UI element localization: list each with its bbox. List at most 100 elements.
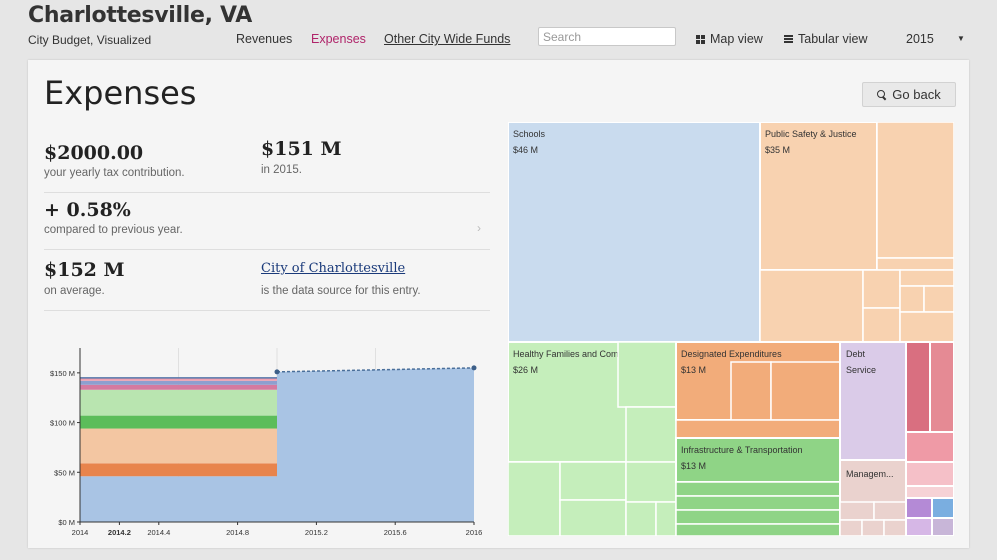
nav-other-city-wide-funds[interactable]: Other City Wide Funds — [384, 32, 511, 46]
treemap-value-designated: $13 M — [681, 365, 706, 375]
data-point[interactable] — [471, 365, 477, 371]
treemap-cell-small[interactable] — [931, 497, 954, 519]
treemap-subcell[interactable] — [899, 269, 954, 287]
average-caption: on average. — [44, 285, 105, 297]
area-series-5[interactable] — [80, 384, 277, 390]
treemap-subcell[interactable] — [675, 495, 841, 511]
treemap-label-management: Managem... — [846, 469, 894, 479]
projection-area[interactable] — [277, 367, 474, 522]
area-series-6[interactable] — [80, 380, 277, 385]
treemap-subcell[interactable] — [617, 341, 677, 408]
data-point[interactable] — [274, 369, 280, 375]
treemap-cell-small[interactable] — [905, 497, 933, 519]
treemap-subcell[interactable] — [899, 285, 925, 313]
treemap-label-designated: Designated Expenditures — [681, 349, 782, 359]
treemap-subcell[interactable] — [883, 519, 907, 536]
x-tick-label: 2015.6 — [384, 528, 407, 537]
projection-line — [276, 367, 475, 373]
treemap-cell-small[interactable] — [905, 341, 931, 433]
treemap-subcell[interactable] — [625, 461, 677, 503]
treemap-value-public-safety: $35 M — [765, 145, 790, 155]
treemap-subcell[interactable] — [876, 257, 954, 271]
treemap-subcell[interactable] — [675, 419, 841, 439]
tax-contribution-value: $2000.00 — [44, 142, 144, 164]
treemap-subcell[interactable] — [862, 269, 901, 309]
treemap-subcell[interactable] — [839, 519, 863, 536]
treemap-subcell[interactable] — [559, 499, 627, 536]
treemap-subcell[interactable] — [899, 311, 954, 343]
treemap-label-infrastructure: Infrastructure & Transportation — [681, 445, 803, 455]
data-source-link[interactable]: City of Charlottesville — [261, 261, 406, 276]
area-series-4[interactable] — [80, 389, 277, 416]
treemap-subcell[interactable] — [655, 501, 677, 536]
change-value: + 0.58% — [44, 199, 131, 221]
tabular-view-label: Tabular view — [798, 32, 868, 46]
caret-down-icon[interactable]: ▼ — [957, 34, 965, 43]
nav-expenses[interactable]: Expenses — [311, 32, 366, 46]
treemap-subcell[interactable] — [861, 519, 885, 536]
x-tick-label: 2016 — [466, 528, 483, 537]
treemap-cell-small[interactable] — [905, 485, 954, 499]
treemap-cell-small[interactable] — [929, 341, 954, 433]
treemap-value-infrastructure: $13 M — [681, 461, 706, 471]
area-series-1[interactable] — [80, 463, 277, 477]
go-back-label: Go back — [892, 87, 941, 102]
expense-treemap[interactable]: Schools $46 M Public Safety & Justice $35 M… — [508, 122, 954, 536]
chevron-right-icon[interactable]: › — [477, 221, 481, 235]
treemap-cell-small[interactable] — [931, 517, 954, 536]
x-tick-label: 2014 — [72, 528, 89, 537]
treemap-subcell[interactable] — [876, 122, 954, 259]
treemap-cell-schools[interactable] — [508, 122, 761, 343]
tax-contribution-caption: your yearly tax contribution. — [44, 167, 185, 179]
tabular-view-button[interactable]: Tabular view — [784, 32, 867, 46]
area-series-2[interactable] — [80, 428, 277, 464]
search-input[interactable] — [538, 27, 676, 46]
treemap-cell-small[interactable] — [905, 517, 933, 536]
treemap-subcell[interactable] — [508, 461, 561, 536]
area-series-3[interactable] — [80, 415, 277, 429]
treemap-subcell[interactable] — [839, 501, 875, 521]
y-tick-label: $50 M — [54, 468, 75, 477]
treemap-subcell[interactable] — [923, 285, 954, 313]
treemap-label-public-safety: Public Safety & Justice — [765, 129, 857, 139]
treemap-cell-small[interactable] — [905, 431, 954, 463]
total-expense-caption: in 2015. — [261, 164, 302, 176]
treemap-value-schools: $46 M — [513, 145, 538, 155]
treemap-value-healthy-families: $26 M — [513, 365, 538, 375]
treemap-subcell[interactable] — [770, 361, 841, 421]
treemap-subcell[interactable] — [759, 269, 864, 343]
treemap-subcell[interactable] — [625, 406, 677, 463]
site-title[interactable]: Charlottesville, VA — [28, 3, 252, 28]
divider — [44, 310, 490, 311]
expense-history-chart[interactable]: $0 M $50 M $100 M $150 M 2014 2014.2 2014.4 201… — [28, 340, 498, 548]
y-tick-label: $150 M — [50, 369, 75, 378]
treemap-label-debt-service-2: Service — [846, 365, 876, 375]
divider — [44, 249, 490, 250]
x-tick-label: 2014.2 — [108, 528, 131, 537]
main-panel: Expenses Go back $2000.00 your yearly ta… — [28, 60, 969, 548]
treemap-subcell[interactable] — [730, 361, 772, 421]
go-back-button[interactable]: Go back — [862, 82, 956, 107]
map-view-label: Map view — [710, 32, 763, 46]
area-series-7[interactable] — [80, 377, 277, 381]
treemap-subcell[interactable] — [559, 461, 627, 501]
grid-icon — [696, 34, 705, 44]
treemap-subcell[interactable] — [873, 501, 907, 521]
treemap-subcell[interactable] — [675, 509, 841, 525]
area-series-0[interactable] — [80, 476, 277, 522]
treemap-subcell[interactable] — [675, 523, 841, 536]
y-tick-label: $100 M — [50, 419, 75, 428]
treemap-subcell[interactable] — [862, 307, 901, 343]
average-value: $152 M — [44, 259, 125, 281]
treemap-subcell[interactable] — [675, 481, 841, 497]
year-select[interactable]: 2015 — [906, 32, 934, 46]
nav-revenues[interactable]: Revenues — [236, 32, 293, 46]
treemap-cell-small[interactable] — [905, 461, 954, 487]
treemap-cell-infrastructure[interactable] — [675, 437, 841, 483]
x-tick-label: 2014.4 — [147, 528, 170, 537]
map-view-button[interactable]: Map view — [696, 32, 763, 46]
treemap-cell-debt-service[interactable] — [839, 341, 907, 461]
search-icon — [877, 90, 886, 99]
treemap-label-healthy-families: Healthy Families and Community — [513, 349, 646, 359]
treemap-subcell[interactable] — [625, 501, 657, 536]
